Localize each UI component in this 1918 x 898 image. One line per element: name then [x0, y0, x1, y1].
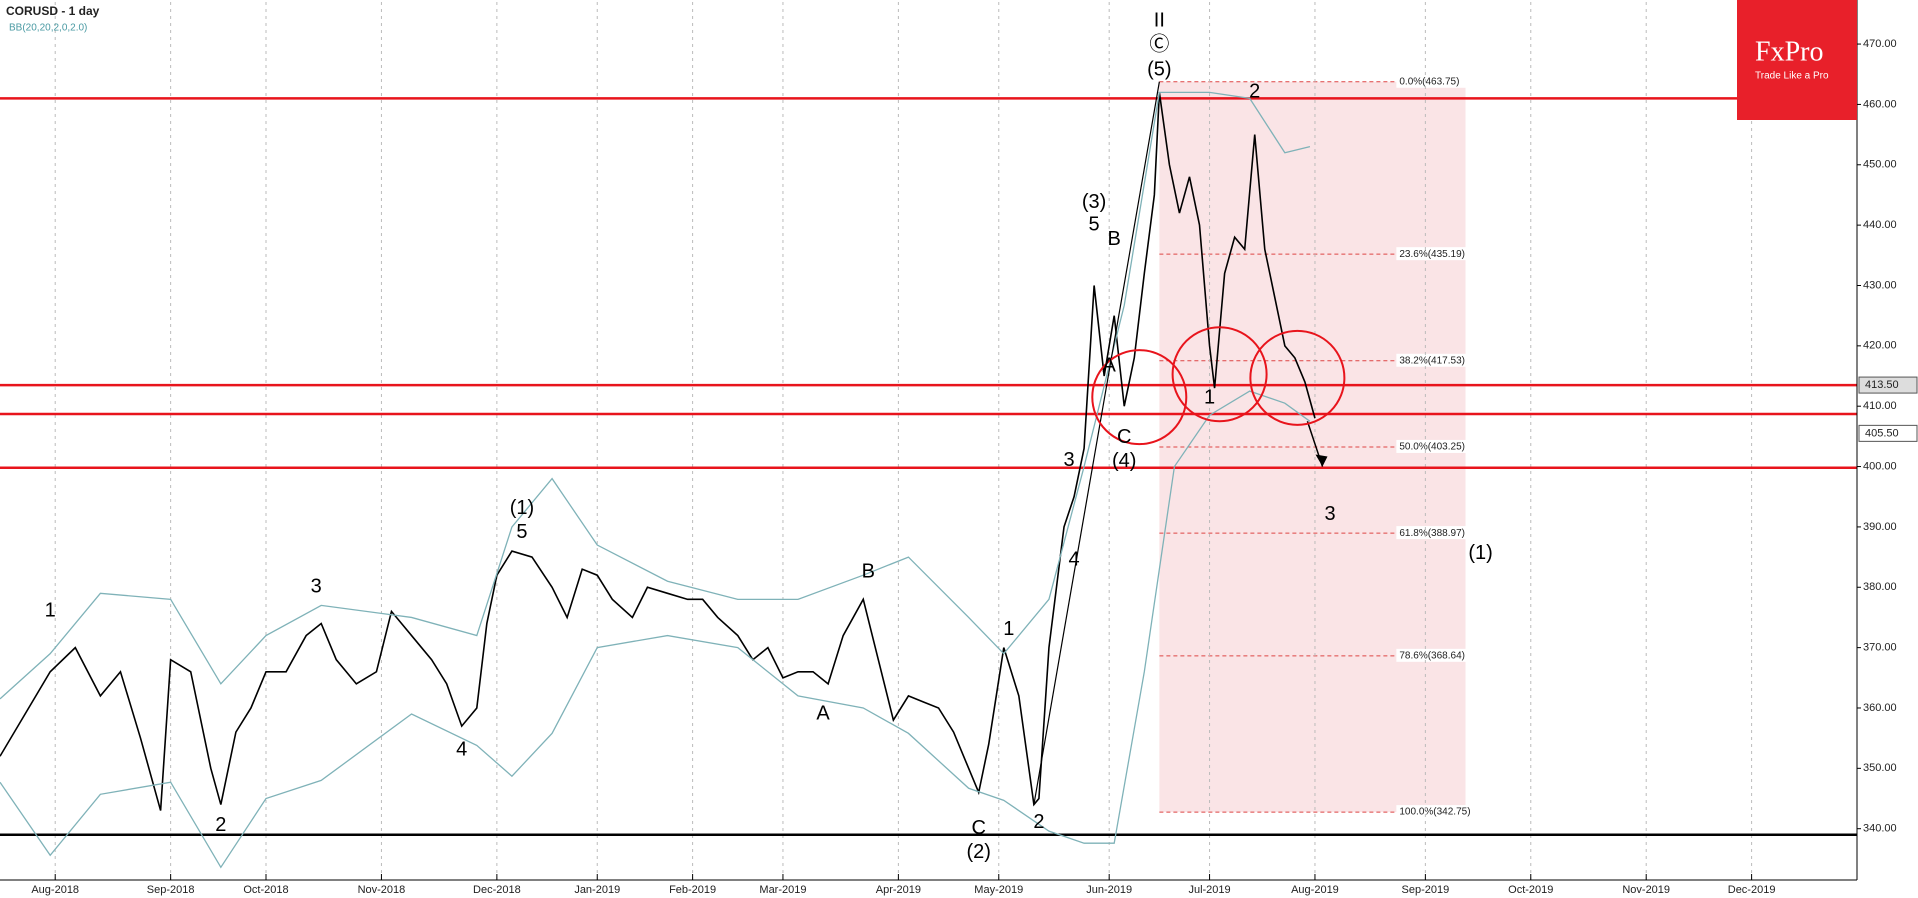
fib-label: 23.6%(435.19): [1399, 249, 1465, 260]
trend-line: [1033, 81, 1160, 805]
fib-label: 78.6%(368.64): [1399, 650, 1465, 661]
y-tick-label: 410.00: [1863, 400, 1897, 412]
highlight-circle: [1171, 326, 1268, 423]
wave-label: 2: [215, 814, 226, 836]
fib-label-bg: [1396, 247, 1487, 261]
y-tick-label: 400.00: [1863, 460, 1897, 472]
logo-slogan: Trade Like a Pro: [1755, 71, 1829, 82]
wave-label: 5: [1089, 213, 1100, 235]
fib-label: 38.2%(417.53): [1399, 355, 1465, 366]
y-tick-label: 460.00: [1863, 98, 1897, 110]
x-tick-label: Sep-2018: [147, 884, 195, 896]
wave-label: 4: [1068, 548, 1079, 570]
x-tick-label: Dec-2019: [1728, 884, 1776, 896]
fib-label: 100.0%(342.75): [1399, 807, 1470, 818]
y-tick-label: 440.00: [1863, 219, 1897, 231]
x-tick-label: Jan-2019: [574, 884, 620, 896]
logo-box: [1737, 0, 1857, 120]
y-tick-label: 380.00: [1863, 581, 1897, 593]
band-line: [0, 91, 1311, 700]
x-tick-label: May-2019: [974, 884, 1023, 896]
wave-label: (3): [1082, 191, 1106, 213]
wave-label: (5): [1147, 58, 1171, 80]
fib-label: 50.0%(403.25): [1399, 442, 1465, 453]
wave-label: (2): [966, 841, 990, 863]
wave-label: 1: [1003, 618, 1014, 640]
wave-label: 1: [1204, 387, 1215, 409]
wave-label: 3: [1063, 449, 1074, 471]
wave-label: A: [1103, 355, 1117, 377]
fib-label-bg: [1396, 439, 1487, 453]
x-tick-label: Apr-2019: [876, 884, 921, 896]
y-tick-label: 350.00: [1863, 762, 1897, 774]
wave-label: (4): [1112, 450, 1136, 472]
chart-title: CORUSD - 1 day: [6, 4, 100, 18]
y-tick-label: 340.00: [1863, 823, 1897, 835]
fib-label: 0.0%(463.75): [1399, 76, 1459, 87]
wave-label: 3: [311, 576, 322, 598]
fib-label: 61.8%(388.97): [1399, 528, 1465, 539]
x-tick-label: Jul-2019: [1188, 884, 1230, 896]
x-tick-label: Nov-2018: [358, 884, 406, 896]
y-tick-label: 420.00: [1863, 340, 1897, 352]
logo: FxPro: [1755, 36, 1823, 67]
fib-label-bg: [1396, 353, 1487, 367]
wave-label: (1): [1468, 542, 1492, 564]
x-tick-label: Feb-2019: [669, 884, 716, 896]
x-tick-label: Jun-2019: [1086, 884, 1132, 896]
wave-label: B: [862, 560, 875, 582]
highlight-circle: [1249, 329, 1346, 426]
wave-label: C: [1117, 426, 1131, 448]
wave-label: 5: [516, 521, 527, 543]
price-marker-box: [1858, 376, 1918, 394]
fib-label-bg: [1396, 805, 1487, 819]
indicator-label: BB(20,20,2,0,2.0): [9, 23, 87, 34]
wave-label: Ⓒ: [1149, 33, 1169, 56]
wave-label: A: [816, 702, 830, 724]
wave-label: (1): [510, 497, 534, 519]
x-tick-label: Mar-2019: [759, 884, 806, 896]
fib-layer: 0.0%(463.75) 23.6%(435.19) 38.2%(417.53) 50…: [1159, 74, 1487, 819]
price-marker-box: [1858, 424, 1918, 442]
x-tick-label: Dec-2018: [473, 884, 521, 896]
wave-label: 4: [456, 739, 467, 761]
y-tick-label: 470.00: [1863, 38, 1897, 50]
y-tick-label: 370.00: [1863, 642, 1897, 654]
x-tick-label: Aug-2019: [1291, 884, 1339, 896]
x-tick-label: Oct-2019: [1508, 884, 1553, 896]
wave-label: 2: [1033, 811, 1044, 833]
wave-label: C: [971, 817, 985, 839]
band-line: [0, 390, 1311, 869]
fib-label-bg: [1396, 526, 1487, 540]
y-tick-label: 450.00: [1863, 159, 1897, 171]
x-tick-label: Aug-2018: [31, 884, 79, 896]
price-marker-label: 405.50: [1865, 427, 1899, 439]
x-tick-label: Oct-2018: [243, 884, 288, 896]
price-line: [0, 92, 1316, 811]
y-tick-label: 430.00: [1863, 279, 1897, 291]
fib-label-bg: [1396, 648, 1487, 662]
wave-label: 3: [1324, 503, 1335, 525]
wave-label: 2: [1249, 81, 1260, 103]
plot-layer: [0, 0, 1857, 880]
y-tick-label: 390.00: [1863, 521, 1897, 533]
wave-label: 1: [45, 600, 56, 622]
x-tick-label: Nov-2019: [1622, 884, 1670, 896]
highlight-circle: [1091, 349, 1188, 446]
price-marker-label: 413.50: [1865, 379, 1899, 391]
fib-label-bg: [1396, 74, 1487, 88]
x-tick-label: Sep-2019: [1402, 884, 1450, 896]
wave-label: II: [1154, 9, 1165, 31]
wave-label: B: [1108, 228, 1121, 250]
arrow-head: [1315, 454, 1328, 467]
y-tick-label: 360.00: [1863, 702, 1897, 714]
